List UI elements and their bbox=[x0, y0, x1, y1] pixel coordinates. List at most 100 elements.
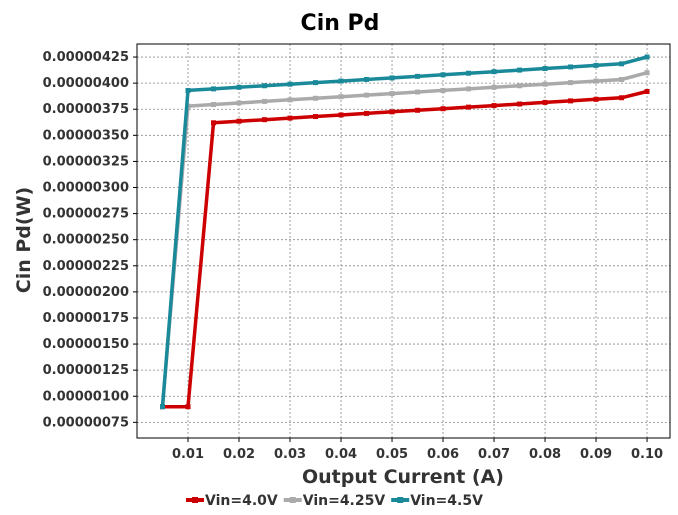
data-point bbox=[568, 64, 574, 70]
data-point bbox=[619, 95, 625, 101]
data-point bbox=[517, 101, 523, 107]
y-tick-label: 0.00000150 bbox=[43, 337, 129, 352]
x-tick-label: 0.06 bbox=[427, 447, 459, 462]
data-point bbox=[415, 89, 421, 95]
y-tick-label: 0.00000350 bbox=[43, 128, 129, 143]
data-point bbox=[440, 72, 446, 78]
data-point bbox=[619, 76, 625, 82]
series-line-vin-4-25v bbox=[160, 71, 648, 407]
y-tick-label: 0.00000425 bbox=[43, 50, 129, 65]
series-vin-4-0v bbox=[160, 88, 650, 410]
y-tick-label: 0.00000375 bbox=[43, 102, 129, 117]
y-tick-label: 0.00000275 bbox=[43, 207, 129, 222]
data-point bbox=[313, 95, 319, 101]
series-vin-4-5v bbox=[160, 54, 650, 410]
series-line-vin-4-5v bbox=[160, 55, 648, 407]
y-tick-label: 0.00000400 bbox=[43, 76, 129, 91]
data-point bbox=[185, 404, 191, 410]
legend-label: Vin=4.5V bbox=[410, 493, 483, 509]
y-axis-label: Cin Pd(W) bbox=[13, 187, 35, 293]
data-point bbox=[389, 109, 395, 115]
data-point bbox=[236, 84, 242, 90]
x-tick-label: 0.09 bbox=[580, 447, 612, 462]
data-point bbox=[644, 88, 650, 94]
x-axis-ticks: 0.01 0.02 0.03 0.04 0.05 0.06 0.07 0.08 0.09 0.10 bbox=[172, 438, 663, 462]
data-point bbox=[287, 81, 293, 87]
data-point bbox=[211, 120, 217, 126]
data-point bbox=[542, 81, 548, 87]
legend-item: Vin=4.25V bbox=[283, 493, 386, 509]
data-point bbox=[593, 78, 599, 84]
x-tick-label: 0.05 bbox=[376, 447, 408, 462]
x-tick-label: 0.02 bbox=[223, 447, 255, 462]
data-point bbox=[593, 96, 599, 102]
data-point bbox=[364, 110, 370, 116]
data-point bbox=[466, 86, 472, 92]
data-point bbox=[517, 83, 523, 89]
y-tick-label: 0.00000100 bbox=[43, 389, 129, 404]
data-point bbox=[313, 114, 319, 120]
data-point bbox=[568, 80, 574, 86]
data-point bbox=[236, 100, 242, 106]
data-point bbox=[491, 103, 497, 109]
data-point bbox=[415, 73, 421, 79]
data-point bbox=[338, 78, 344, 84]
y-axis-ticks: 0.00000075 0.00000100 0.00000125 0.00000150… bbox=[43, 50, 137, 430]
legend-label: Vin=4.25V bbox=[303, 493, 386, 509]
y-tick-label: 0.00000325 bbox=[43, 154, 129, 169]
plot-frame bbox=[136, 43, 671, 439]
data-point bbox=[568, 98, 574, 104]
y-tick-label: 0.00000300 bbox=[43, 181, 129, 196]
y-tick-label: 0.00000250 bbox=[43, 233, 129, 248]
data-point bbox=[338, 94, 344, 100]
data-point bbox=[542, 66, 548, 72]
legend-marker bbox=[397, 497, 404, 503]
chart-title: Cin Pd bbox=[301, 11, 380, 36]
x-tick-label: 0.01 bbox=[172, 447, 204, 462]
data-point bbox=[491, 69, 497, 75]
legend-item: Vin=4.0V bbox=[186, 493, 278, 509]
legend-marker bbox=[289, 497, 296, 503]
data-point bbox=[262, 117, 268, 123]
data-point bbox=[466, 70, 472, 76]
x-axis-label: Output Current (A) bbox=[302, 466, 504, 488]
y-tick-label: 0.00000075 bbox=[43, 415, 129, 430]
x-tick-label: 0.07 bbox=[478, 447, 510, 462]
data-point bbox=[313, 80, 319, 86]
y-tick-label: 0.00000175 bbox=[43, 311, 129, 326]
data-point bbox=[491, 84, 497, 90]
x-tick-label: 0.10 bbox=[631, 447, 663, 462]
legend: Vin=4.0V Vin=4.25V Vin=4.5V bbox=[186, 493, 483, 509]
data-point bbox=[262, 83, 268, 89]
data-point bbox=[160, 404, 166, 410]
data-point bbox=[440, 106, 446, 112]
data-point bbox=[644, 54, 650, 60]
data-point bbox=[338, 112, 344, 118]
data-point bbox=[593, 62, 599, 68]
data-point bbox=[389, 91, 395, 97]
legend-label: Vin=4.0V bbox=[205, 493, 278, 509]
data-point bbox=[389, 75, 395, 81]
data-point bbox=[236, 118, 242, 124]
data-point bbox=[542, 99, 548, 105]
data-point bbox=[287, 115, 293, 121]
x-tick-label: 0.03 bbox=[274, 447, 306, 462]
data-point bbox=[287, 97, 293, 103]
data-point bbox=[262, 98, 268, 104]
x-tick-label: 0.04 bbox=[325, 447, 357, 462]
data-point bbox=[211, 102, 217, 108]
series-layer bbox=[160, 54, 650, 410]
y-tick-label: 0.00000125 bbox=[43, 363, 129, 378]
data-point bbox=[517, 67, 523, 73]
data-point bbox=[364, 76, 370, 82]
data-point bbox=[466, 104, 472, 110]
data-point bbox=[440, 87, 446, 93]
y-tick-label: 0.00000200 bbox=[43, 285, 129, 300]
legend-marker bbox=[192, 497, 198, 503]
data-point bbox=[619, 61, 625, 67]
data-point bbox=[644, 70, 650, 76]
x-tick-label: 0.08 bbox=[529, 447, 561, 462]
series-line-vin-4-0v bbox=[162, 89, 648, 409]
y-tick-label: 0.00000225 bbox=[43, 259, 129, 274]
legend-item: Vin=4.5V bbox=[391, 493, 483, 509]
